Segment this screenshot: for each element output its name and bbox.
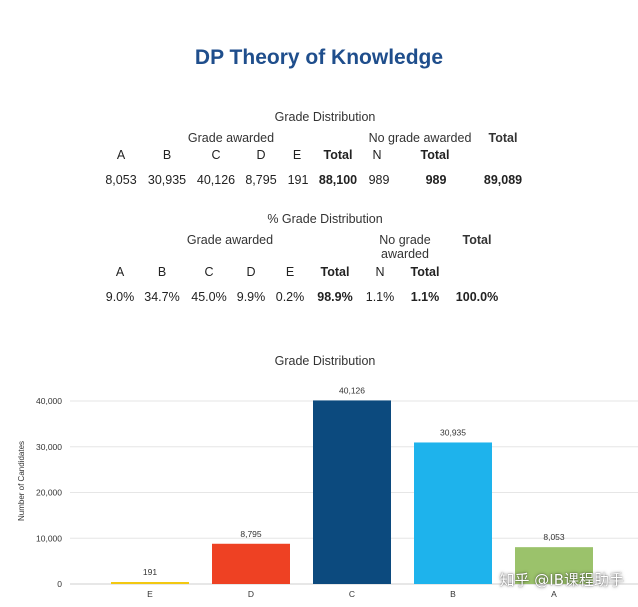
table-cell: 30,935	[147, 173, 187, 187]
group-header-grade-awarded: Grade awarded	[187, 131, 275, 145]
grade-distribution-chart: Grade Distribution Number of Candidates …	[17, 354, 638, 599]
x-tick-label: A	[551, 589, 557, 599]
table-cell: 989	[368, 173, 390, 187]
column-header: E	[292, 148, 302, 162]
y-tick-label: 30,000	[36, 442, 62, 452]
chart-title: Grade Distribution	[275, 354, 376, 368]
data-label: 8,795	[240, 529, 262, 539]
column-header: A	[116, 148, 126, 162]
column-header: C	[211, 148, 221, 162]
bar-d	[212, 543, 290, 584]
y-tick-label: 0	[57, 579, 62, 589]
table-cell-total: 88,100	[318, 173, 358, 187]
bar-b	[414, 442, 492, 584]
bar-c	[313, 400, 391, 584]
column-header-total: Total	[420, 148, 450, 162]
bars: 191 8,795 40,126 30,935 8,053	[111, 385, 593, 584]
table-cell: 8,795	[245, 173, 277, 187]
column-header-total: Total	[320, 265, 350, 279]
y-tick-label: 40,000	[36, 396, 62, 406]
column-header: N	[372, 148, 382, 162]
group-header-total: Total	[488, 131, 518, 145]
data-label: 8,053	[543, 532, 565, 542]
data-label: 40,126	[339, 385, 365, 395]
column-header: D	[256, 148, 266, 162]
x-tick-label: C	[349, 589, 355, 599]
y-tick-label: 20,000	[36, 488, 62, 498]
table-cell: 0.2%	[275, 290, 305, 304]
column-header: A	[115, 265, 125, 279]
x-tick-label: B	[450, 589, 456, 599]
column-header: E	[285, 265, 295, 279]
y-axis-label: Number of Candidates	[17, 441, 26, 521]
table-cell-grand-total: 89,089	[483, 173, 523, 187]
table-cell-grand-total: 100.0%	[455, 290, 499, 304]
table-cell: 8,053	[105, 173, 137, 187]
watermark: 知乎 @IB课程助手	[499, 571, 624, 589]
table-cell-total: 1.1%	[410, 290, 440, 304]
table-cell-total: 989	[425, 173, 447, 187]
column-header: D	[246, 265, 256, 279]
y-tick-label: 10,000	[36, 533, 62, 543]
table-cell: 34.7%	[144, 290, 180, 304]
page-title: DP Theory of Knowledge	[194, 46, 444, 69]
column-header-total: Total	[323, 148, 353, 162]
table-cell: 45.0%	[191, 290, 227, 304]
data-label: 30,935	[440, 427, 466, 437]
bar-a	[515, 547, 593, 584]
table-cell: 1.1%	[365, 290, 395, 304]
column-header-total: Total	[410, 265, 440, 279]
table-cell: 191	[287, 173, 309, 187]
table-title: Grade Distribution	[274, 110, 376, 124]
table-cell: 9.0%	[105, 290, 135, 304]
x-tick-label: D	[248, 589, 254, 599]
table-title: % Grade Distribution	[267, 212, 383, 226]
column-header: C	[204, 265, 214, 279]
y-axis-ticks: 0 10,000 20,000 30,000 40,000	[36, 396, 62, 589]
group-header-no-grade: No grade awarded	[368, 131, 472, 145]
table-cell-total: 98.9%	[317, 290, 353, 304]
group-header-no-grade: No grade awarded	[379, 233, 431, 261]
data-label: 191	[143, 567, 157, 577]
bar-e	[111, 582, 189, 584]
group-header-grade-awarded: Grade awarded	[186, 233, 274, 247]
column-header: B	[162, 148, 172, 162]
column-header: N	[375, 265, 385, 279]
column-header: B	[157, 265, 167, 279]
table-cell: 9.9%	[236, 290, 266, 304]
table-cell: 40,126	[196, 173, 236, 187]
group-header-total: Total	[462, 233, 492, 247]
x-tick-label: E	[147, 589, 153, 599]
